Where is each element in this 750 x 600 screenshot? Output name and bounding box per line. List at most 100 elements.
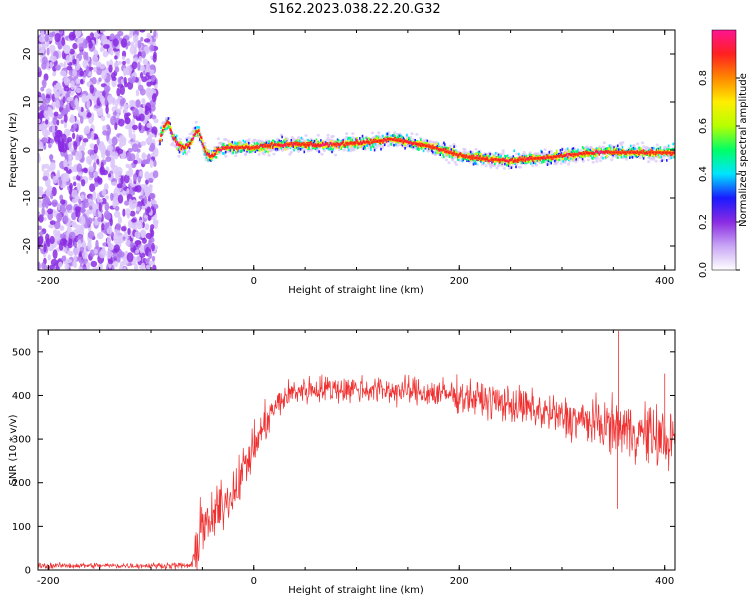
ridge-cell (260, 147, 262, 150)
noise-blob (131, 76, 136, 82)
ridge-cell (193, 130, 195, 133)
noise-blob (75, 64, 80, 71)
ridge-cell (582, 147, 585, 150)
ridge-halo-dot (411, 138, 415, 142)
ridge-cell (442, 148, 444, 152)
ridge-cell (322, 146, 324, 149)
noise-blob (145, 232, 152, 239)
ridge-peak (539, 156, 545, 160)
noise-blob (42, 127, 48, 137)
ridge-cell (383, 137, 386, 141)
ridge-cell (273, 143, 275, 147)
noise-blob (44, 103, 49, 111)
ridge-cell (524, 157, 527, 160)
ridge-cell (608, 144, 611, 148)
ridge-peak (378, 139, 384, 143)
ridge-cell (483, 154, 486, 157)
noise-blob (98, 202, 102, 212)
noise-blob (116, 183, 123, 189)
ridge-cell (175, 136, 177, 139)
ridge-cell (346, 145, 349, 149)
noise-blob (72, 132, 76, 140)
ridge-cell (420, 147, 423, 150)
noise-blob (38, 140, 42, 149)
ridge-halo-dot (602, 141, 606, 145)
ridge-cell (281, 141, 283, 144)
noise-blob (78, 145, 86, 152)
noise-blob (45, 187, 51, 198)
ridge-cell (584, 154, 587, 158)
ridge-cell (532, 161, 535, 164)
ridge-cell (521, 155, 524, 158)
ridge-cell (643, 152, 646, 155)
ridge-cell (248, 145, 250, 149)
ridge-cell (350, 138, 353, 141)
ridge-cell (284, 143, 286, 146)
ridge-cell (544, 155, 547, 158)
ridge-cell (316, 146, 318, 150)
ridge-cell (567, 154, 569, 157)
ridge-cell (244, 143, 246, 147)
ridge-cell (167, 124, 170, 128)
noise-blob (151, 126, 158, 136)
ridge-cell (242, 144, 245, 148)
ridge-cell (182, 145, 184, 149)
ridge-cell (272, 144, 274, 148)
ridge-cell (343, 145, 345, 148)
ridge-cell (170, 131, 172, 134)
ridge-cell (666, 159, 668, 162)
ridge-cell (607, 147, 610, 150)
ridge-cell (163, 125, 166, 128)
ridge-cell (192, 136, 195, 140)
ridge-cell (194, 132, 196, 136)
ridge-cell (657, 153, 660, 156)
ridge-cell (481, 154, 484, 158)
ridge-cell (311, 140, 314, 143)
ridge-cell (184, 146, 186, 149)
noise-blob (114, 122, 118, 131)
ridge-cell (361, 141, 364, 145)
ridge-cell (500, 154, 502, 158)
noise-blob (129, 178, 133, 187)
ridge-halo-dot (591, 160, 595, 164)
ridge-cell (351, 138, 354, 142)
ridge-cell (360, 140, 363, 143)
ridge-cell (642, 151, 645, 155)
ridge-cell (377, 136, 380, 139)
ridge-cell (208, 154, 210, 157)
ridge-cell (265, 149, 268, 153)
ridge-cell (243, 146, 245, 150)
ridge-cell (194, 126, 196, 130)
noise-blob (125, 239, 131, 247)
ridge-cell (199, 134, 201, 138)
ridge-halo-dot (398, 143, 402, 147)
ridge-cell (260, 145, 262, 148)
noise-blob (66, 136, 73, 143)
ridge-cell (175, 141, 178, 145)
ridge-cell (247, 147, 249, 150)
ridge-cell (660, 155, 662, 159)
ridge-cell (358, 140, 360, 144)
noise-blob (111, 76, 117, 82)
ridge-halo-dot (647, 160, 651, 164)
ridge-cell (608, 147, 611, 151)
ridge-cell (375, 137, 378, 141)
ridge-cell (465, 157, 467, 161)
ridge-cell (342, 140, 344, 143)
ridge-cell (597, 151, 600, 154)
ridge-cell (283, 139, 285, 143)
ridge-cell (436, 144, 439, 148)
ridge-cell (648, 153, 650, 157)
ridge-cell (580, 153, 583, 157)
ridge-cell (602, 151, 604, 154)
ridge-cell (268, 140, 270, 143)
ridge-cell (349, 136, 352, 140)
ridge-cell (554, 159, 556, 163)
ridge-cell (549, 158, 551, 162)
ridge-cell (363, 142, 366, 146)
noise-blob (121, 55, 125, 61)
ridge-cell (282, 141, 284, 144)
ridge-cell (575, 150, 577, 153)
ridge-halo-dot (555, 160, 560, 164)
ridge-cell (373, 148, 376, 152)
